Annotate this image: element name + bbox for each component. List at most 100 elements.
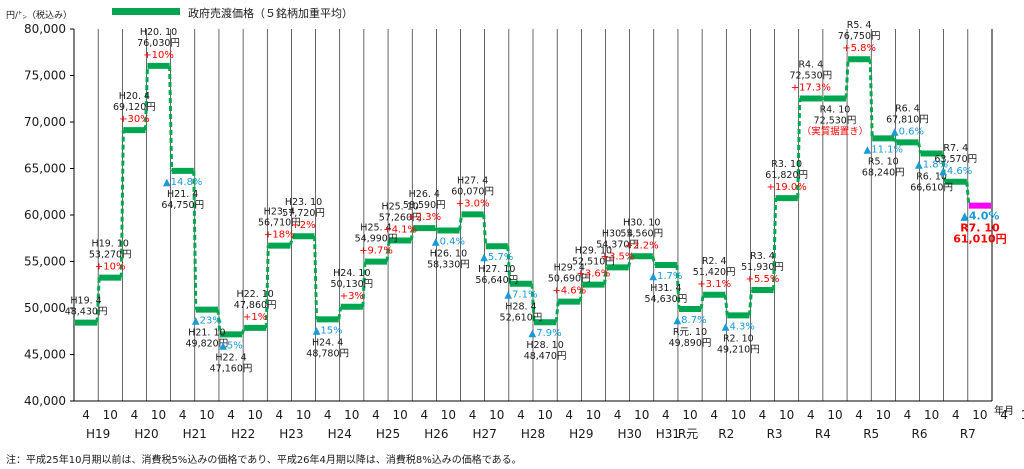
change-label: +3.1%: [697, 279, 731, 290]
change-label: ▲0.6%: [891, 126, 924, 137]
price-label: H26. 10: [430, 249, 467, 260]
change-label: +2.2%: [625, 240, 659, 251]
change-label: +19.0%: [767, 182, 807, 193]
price-connector: [723, 294, 729, 316]
change-label: +5.8%: [842, 43, 876, 54]
change-label: +1%: [243, 312, 267, 323]
price-label: 51,420円: [693, 267, 736, 278]
price-label: H23. 4: [264, 207, 295, 218]
change-label: +30%: [119, 114, 150, 125]
price-label: R3. 10: [771, 159, 802, 170]
legend-swatch: [112, 8, 180, 15]
x-year-label: H27: [473, 427, 497, 441]
x-month-label: 10: [586, 408, 601, 422]
change-label: +10%: [143, 50, 174, 61]
price-connector: [192, 170, 198, 310]
x-month-label: 4: [131, 408, 139, 422]
change-label: ▲4.3%: [722, 321, 755, 332]
x-month-label: 10: [827, 408, 842, 422]
price-label: 49,890円: [669, 338, 712, 349]
price-label: H30. 10: [623, 217, 660, 228]
y-tick-label: 60,000: [24, 208, 66, 222]
change-label: +9.7%: [359, 246, 393, 257]
price-label: 51,930円: [741, 262, 784, 273]
x-month-label: 10: [924, 408, 939, 422]
price-label: 58,590円: [403, 200, 446, 211]
x-month-label: 4: [469, 408, 477, 422]
change-label: ▲11.1%: [864, 144, 903, 155]
x-month-label: 10: [441, 408, 456, 422]
x-month-label: 4: [420, 408, 428, 422]
price-label: 47,860円: [234, 300, 277, 311]
price-label: 56,640円: [475, 275, 518, 286]
price-connector: [313, 236, 319, 320]
y-tick-label: 65,000: [24, 162, 66, 176]
x-month-label: 4: [324, 408, 332, 422]
price-label: H28. 4: [505, 302, 536, 313]
y-axis-unit: 円/㌧（税込み）: [6, 9, 72, 21]
x-month-label: 10: [296, 408, 311, 422]
x-year-label: H20: [134, 427, 158, 441]
x-month-label: 4: [565, 408, 573, 422]
x-year-label: H21: [183, 427, 207, 441]
price-label: 68,240円: [862, 167, 905, 178]
price-connector: [240, 327, 246, 335]
price-label: R3. 4: [750, 251, 775, 262]
x-month-label: 10: [1021, 408, 1024, 422]
price-connector: [216, 309, 222, 335]
change-label: +2.3%: [407, 212, 441, 223]
change-label: +17.3%: [791, 82, 831, 93]
price-label: 61,010円: [953, 233, 1006, 246]
price-connector: [772, 198, 778, 291]
price-connector: [506, 246, 512, 284]
price-label: 48,470円: [524, 351, 567, 362]
price-connector: [434, 227, 439, 232]
price-label: 57,260円: [379, 212, 422, 223]
x-month-label: 4: [82, 408, 90, 422]
price-label: H19. 10: [92, 239, 129, 250]
price-label: 67,810円: [886, 114, 929, 125]
price-label: H24. 4: [312, 337, 343, 348]
x-month-label: 10: [634, 408, 649, 422]
x-month-label: 10: [199, 408, 214, 422]
price-label: H27. 10: [478, 264, 515, 275]
price-label: R6. 4: [895, 103, 920, 114]
y-tick-label: 45,000: [24, 348, 66, 362]
change-label: +3.0%: [456, 198, 490, 209]
price-connector: [651, 255, 657, 266]
price-label: H20. 10: [140, 27, 177, 38]
price-label: 47,160円: [210, 363, 253, 374]
price-label: H21. 10: [188, 328, 225, 339]
price-label: 61,820円: [765, 170, 808, 181]
price-label: R2. 10: [723, 333, 754, 344]
price-connector: [699, 294, 705, 310]
change-label: +3.5%: [601, 251, 635, 262]
x-year-label: H30: [617, 427, 641, 441]
price-connector: [578, 284, 584, 302]
x-year-label: R6: [912, 427, 928, 441]
price-label: 76,750円: [838, 31, 881, 42]
price-label: H30. 4: [602, 228, 633, 239]
price-label: H29. 4: [554, 263, 585, 274]
price-label: H25. 4: [360, 223, 391, 234]
x-month-label: 4: [807, 408, 815, 422]
y-tick-label: 55,000: [24, 255, 66, 269]
price-label: 72,530円: [789, 70, 832, 81]
price-connector: [385, 240, 391, 262]
x-year-label: R元: [678, 427, 698, 441]
change-label: ▲23%: [192, 316, 222, 327]
price-label: H29. 10: [575, 246, 612, 257]
change-label: +3.6%: [576, 269, 610, 280]
price-connector: [627, 256, 633, 268]
price-label: 76,030円: [137, 38, 180, 49]
x-month-label: 10: [682, 408, 697, 422]
price-label: H24. 10: [333, 268, 370, 279]
price-connector: [868, 59, 874, 139]
price-label: H21. 4: [167, 189, 198, 200]
price-label: 72,530円: [814, 115, 857, 126]
price-label: 48,430円: [65, 307, 108, 318]
price-label: 69,120円: [113, 102, 156, 113]
x-month-label: 10: [151, 408, 166, 422]
x-unit-label: 年月: [994, 404, 1014, 417]
price-label: 53,270円: [89, 250, 132, 261]
